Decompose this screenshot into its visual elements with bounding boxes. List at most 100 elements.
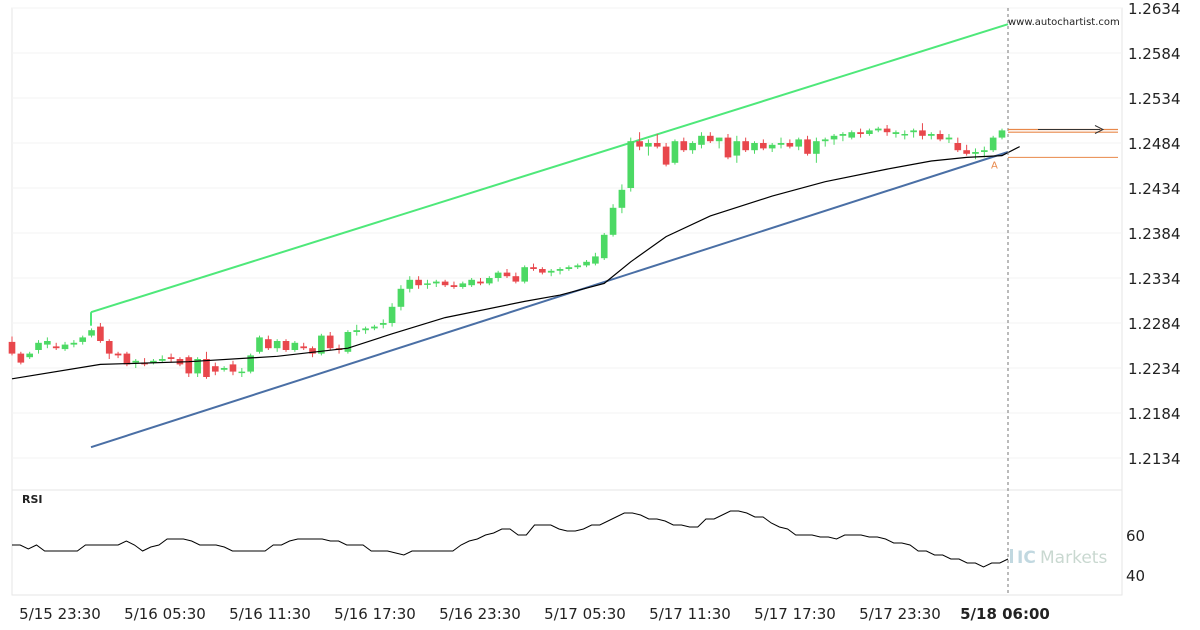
candle-body — [512, 276, 520, 282]
candle-body — [477, 281, 484, 284]
candle-body — [344, 332, 352, 352]
candle-body — [583, 261, 590, 266]
time-tick-label: 5/18 06:00 — [960, 605, 1050, 623]
candle-body — [600, 234, 608, 259]
candle-body — [132, 360, 140, 363]
price-tick-label: 1.2434 — [1128, 180, 1181, 198]
time-tick-label: 5/17 05:30 — [544, 605, 626, 623]
candle-body — [273, 341, 281, 349]
rsi-tick-label: 60 — [1126, 527, 1145, 545]
candle-body — [397, 288, 405, 307]
candle-body — [866, 130, 873, 134]
candle-body — [371, 326, 378, 329]
candle-body — [105, 341, 113, 354]
candle-body — [945, 137, 953, 140]
candle-body — [662, 146, 670, 165]
candle-body — [353, 330, 361, 332]
price-tick-label: 1.2634 — [1128, 0, 1181, 18]
candle-body — [874, 128, 882, 131]
candle-body — [424, 283, 431, 285]
candle-body — [910, 130, 917, 133]
lower-trendline — [90, 151, 1009, 449]
brand-suffix: Markets — [1040, 548, 1107, 568]
candle-body — [645, 143, 652, 147]
candle-body — [503, 272, 511, 277]
moving-average — [11, 146, 1020, 380]
candle-body — [282, 341, 290, 350]
candle-body — [972, 152, 979, 154]
candle-body — [751, 143, 758, 151]
price-tick-label: 1.2134 — [1128, 450, 1181, 468]
candle-body — [229, 364, 237, 372]
time-tick-label: 5/15 23:30 — [19, 605, 101, 623]
candle-body — [432, 281, 440, 284]
candle-body — [609, 207, 617, 235]
candle-body — [220, 368, 228, 370]
candle-body — [821, 139, 829, 142]
moving-average-line — [11, 146, 1020, 380]
candle-body — [698, 135, 705, 145]
candle-body — [981, 150, 988, 152]
time-tick-label: 5/17 23:30 — [859, 605, 941, 623]
candle-body — [17, 353, 25, 363]
time-tick-label: 5/16 05:30 — [124, 605, 206, 623]
candle-body — [406, 279, 414, 289]
candle-body — [592, 256, 599, 264]
candle-body — [97, 326, 104, 341]
price-tick-label: 1.2484 — [1128, 135, 1181, 153]
candle-body — [318, 335, 325, 354]
time-axis: 5/15 23:30 5/16 05:30 5/16 11:30 5/16 17:30… — [19, 605, 1050, 623]
candle-body — [158, 359, 166, 361]
overlay: A — [991, 8, 1118, 595]
candle-body — [247, 355, 254, 372]
candle-body — [724, 137, 732, 158]
price-tick-label: 1.2584 — [1128, 45, 1181, 63]
time-tick-label: 5/16 11:30 — [229, 605, 311, 623]
candle-body — [309, 348, 316, 354]
candle-body — [494, 272, 502, 278]
candles — [8, 123, 1006, 379]
time-tick-label: 5/17 11:30 — [649, 605, 731, 623]
candle-body — [706, 135, 714, 142]
candle-body — [459, 283, 467, 287]
candle-body — [813, 141, 820, 154]
candle-body — [450, 285, 458, 287]
time-tick-label: 5/16 23:30 — [439, 605, 521, 623]
candle-body — [556, 269, 564, 271]
candle-body — [211, 366, 219, 372]
candle-body — [689, 143, 696, 151]
candle-body — [936, 134, 944, 140]
candle-body — [26, 353, 33, 358]
candle-body — [627, 141, 635, 188]
candle-body — [291, 342, 299, 350]
candle-body — [671, 141, 679, 163]
pattern-marker: A — [991, 160, 998, 171]
candle-body — [547, 270, 555, 273]
candle-body — [167, 357, 175, 359]
candle-body — [901, 134, 909, 136]
price-tick-label: 1.2334 — [1128, 270, 1181, 288]
time-tick-label: 5/16 17:30 — [334, 605, 416, 623]
candle-body — [35, 342, 42, 350]
candle-body — [795, 139, 803, 147]
time-tick-label: 5/17 17:30 — [754, 605, 836, 623]
brand-logo: IC Markets — [1010, 548, 1107, 568]
candle-body — [265, 339, 272, 349]
projection-arrow-head — [1094, 125, 1105, 134]
price-tick-label: 1.2184 — [1128, 405, 1181, 423]
candle-body — [114, 353, 122, 356]
brand-mark — [1010, 549, 1013, 563]
candle-body — [636, 141, 643, 147]
candle-body — [892, 132, 900, 134]
price-tick-label: 1.2284 — [1128, 315, 1181, 333]
candle-body — [927, 134, 935, 136]
candle-body — [521, 267, 528, 282]
candle-body — [486, 278, 493, 284]
candle-body — [539, 269, 546, 273]
candle-body — [848, 132, 856, 138]
candle-body — [379, 323, 387, 325]
price-panel — [11, 7, 1123, 491]
candle-body — [857, 132, 864, 134]
candle-body — [530, 267, 537, 269]
